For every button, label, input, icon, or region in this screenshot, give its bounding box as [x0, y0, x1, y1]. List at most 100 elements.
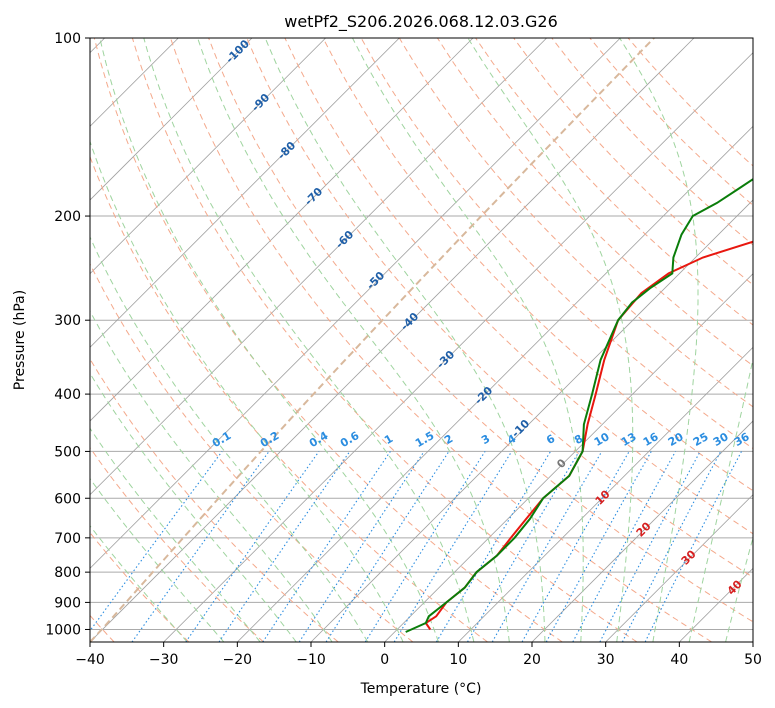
plot-frame — [89, 37, 754, 643]
isotherm-line — [458, 346, 753, 642]
mixing-ratio-line — [545, 451, 652, 642]
y-tick-label: 100 — [54, 31, 81, 47]
mixing-ratio-label: 0.4 — [307, 429, 331, 450]
x-tick-label: 10 — [449, 652, 467, 668]
dry-adiabat-label: -40 — [398, 310, 421, 333]
x-tick-label: 0 — [380, 652, 389, 668]
mixing-ratio-line — [364, 451, 486, 642]
mixing-ratio-line — [218, 451, 351, 642]
moist-adiabat-line — [90, 477, 225, 642]
y-tick-label: 500 — [54, 444, 81, 460]
moist-adiabat-line — [90, 524, 188, 642]
isotherm-line — [90, 38, 326, 275]
moist-adiabat-line — [197, 38, 510, 642]
moist-adiabat-line — [99, 38, 439, 642]
moist-adiabat-line — [467, 38, 634, 642]
dry-adiabat-line — [90, 358, 339, 642]
dry-adiabat-line — [436, 38, 753, 367]
dry-adiabat-line — [170, 38, 712, 642]
moist-adiabat-line — [90, 310, 333, 642]
moist-adiabat-line — [619, 38, 699, 642]
moist-adiabat-line — [688, 356, 753, 642]
dry-adiabat-line — [131, 38, 638, 642]
isotherm-line — [384, 273, 753, 642]
mixing-ratio-line — [621, 451, 722, 642]
mixing-ratio-line — [572, 451, 676, 642]
mixing-ratio-label: 36 — [732, 430, 752, 449]
moist-adiabat-line — [352, 38, 584, 642]
dry-adiabat-line — [322, 38, 753, 492]
isotherm-line — [163, 52, 753, 642]
mixing-ratio-line — [393, 451, 513, 642]
moist-adiabat-line — [90, 235, 369, 642]
mixing-ratio-label: 16 — [641, 430, 661, 449]
dry-adiabat-label: -70 — [302, 185, 325, 208]
plot-background-lines — [90, 38, 753, 642]
mixing-ratio-line — [90, 451, 223, 632]
dry-adiabat-label: 20 — [634, 519, 654, 539]
dry-adiabat-line — [90, 262, 414, 642]
dry-adiabat-line — [513, 38, 753, 286]
mixing-ratio-label: 0.6 — [338, 429, 362, 450]
dry-adiabat-line — [90, 446, 264, 642]
mixing-ratio-line — [435, 451, 552, 642]
isotherm-line — [237, 125, 753, 642]
moist-adiabat-line — [264, 38, 546, 642]
y-tick-label: 800 — [54, 565, 81, 581]
dry-adiabat-label: -50 — [364, 269, 387, 292]
mixing-ratio-label: 25 — [691, 430, 711, 449]
dry-adiabat-line — [246, 38, 753, 578]
mixing-ratio-label: 3 — [479, 432, 492, 447]
mixing-ratio-line — [521, 451, 630, 642]
temperature-line — [424, 240, 753, 631]
isotherm-line — [90, 38, 695, 642]
dry-adiabat-line — [90, 531, 190, 642]
isotherm-line — [310, 199, 753, 642]
moist-adiabat-line — [143, 38, 475, 642]
mixing-ratio-label: 13 — [619, 430, 639, 449]
mixing-ratio-label: 1 — [382, 432, 395, 447]
dry-adiabat-line — [208, 38, 753, 623]
series-layer — [405, 177, 753, 633]
y-tick-label: 700 — [54, 531, 81, 547]
dry-adiabat-line — [589, 38, 753, 206]
isotherm-line — [90, 38, 621, 569]
moist-adiabat-line — [725, 535, 753, 642]
mixing-ratio-line — [325, 451, 450, 642]
dry-adiabat-label: 0 — [554, 456, 569, 471]
isotherm-line — [90, 38, 547, 496]
dry-adiabat-line — [475, 38, 753, 326]
y-tick-label: 400 — [54, 387, 81, 403]
x-tick-label: −20 — [223, 652, 253, 668]
x-tick-label: 30 — [597, 652, 615, 668]
x-tick-label: −10 — [296, 652, 326, 668]
y-tick-label: 600 — [54, 491, 81, 507]
annotation-layer: -100-90-80-70-60-50-40-30-20-10010203040… — [210, 38, 752, 598]
isotherm-line — [90, 38, 400, 348]
x-tick-label: −40 — [75, 652, 105, 668]
moist-adiabat-line — [90, 139, 404, 642]
mixing-ratio-label: 10 — [592, 430, 612, 449]
dry-adiabat-line — [551, 38, 753, 246]
isotherm-line — [752, 641, 753, 642]
isotherm-line — [679, 567, 753, 642]
mixing-ratio-label: 0.1 — [210, 429, 233, 450]
mixing-ratio-line — [644, 451, 742, 642]
mixing-ratio-label: 20 — [666, 430, 686, 449]
mixing-ratio-label: 2 — [442, 432, 455, 447]
mixing-ratio-line — [262, 451, 391, 642]
moist-adiabat-line — [90, 372, 297, 642]
y-axis-label: Pressure (hPa) — [12, 290, 28, 390]
dry-adiabat-line — [284, 38, 753, 535]
mixing-ratio-line — [298, 451, 425, 642]
isotherm-line — [605, 494, 753, 642]
moist-adiabat-line — [90, 427, 261, 642]
x-tick-label: 40 — [670, 652, 688, 668]
x-axis-label: Temperature (°C) — [360, 681, 482, 697]
reference-curve — [90, 38, 655, 642]
isotherm-line — [90, 38, 474, 422]
isotherm-line — [90, 38, 253, 201]
mixing-ratio-line — [599, 451, 701, 642]
y-tick-label: 1000 — [45, 622, 81, 638]
